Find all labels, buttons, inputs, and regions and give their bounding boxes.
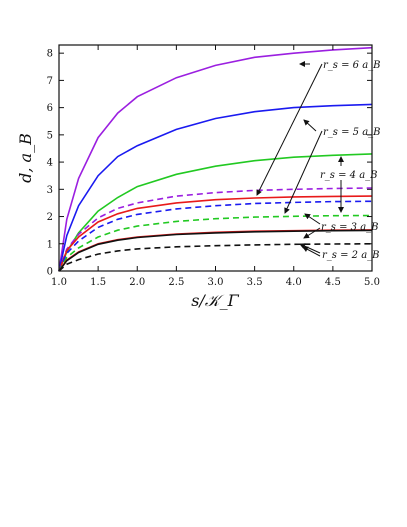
annotation-rs6-label: r_s = 6 a_B — [323, 60, 381, 71]
series-line-4 — [58, 187, 373, 272]
y-tick-label-0: 0 — [47, 267, 53, 278]
y-tick-label-3: 3 — [47, 185, 53, 196]
annotation-rs3-label: r_s = 3 a_B — [321, 222, 379, 233]
x-tick-label-4: 3.0 — [208, 277, 224, 288]
annotation-rs4-label: r_s = 4 a_B — [320, 170, 378, 181]
y-tick-label-6: 6 — [47, 103, 53, 114]
series-line-6 — [58, 200, 373, 272]
annotation-rs2-label: r_s = 2 a_B — [322, 250, 380, 261]
plot-frame — [58, 44, 373, 272]
y-axis-label: d, a_B — [16, 133, 35, 183]
x-tick-label-6: 4.0 — [286, 277, 302, 288]
x-tick-label-0: 1.0 — [51, 277, 67, 288]
series-line-7 — [58, 214, 373, 272]
annotation-rs2: r_s = 2 a_B — [299, 243, 380, 261]
x-tick-label-8: 5.0 — [364, 277, 380, 288]
y-tick-label-1: 1 — [47, 239, 53, 250]
series-line-9 — [58, 229, 373, 272]
annotation-rs4: r_s = 4 a_B — [320, 156, 378, 213]
x-axis-label: s/𝒦_Γ — [191, 291, 239, 310]
x-tick-label-5: 3.5 — [247, 277, 263, 288]
annotation-rs5: r_s = 5 a_B — [284, 119, 381, 214]
y-tick-label-8: 8 — [47, 49, 53, 60]
x-tick-label-1: 1.5 — [90, 277, 106, 288]
annotation-rs5-label: r_s = 5 a_B — [323, 127, 381, 138]
x-tick-label-3: 2.5 — [168, 277, 184, 288]
annotation-rs3: r_s = 3 a_B — [303, 213, 379, 239]
y-tick-label-2: 2 — [47, 212, 53, 223]
y-tick-label-4: 4 — [47, 158, 53, 169]
series-line-3 — [58, 153, 373, 272]
x-tick-label-2: 2.0 — [129, 277, 145, 288]
y-tick-label-5: 5 — [47, 130, 53, 141]
y-tick-label-7: 7 — [47, 76, 53, 87]
series-line-1 — [58, 46, 373, 272]
series-line-5 — [58, 195, 373, 272]
annotation-rs6: r_s = 6 a_B — [256, 60, 381, 196]
x-tick-label-7: 4.5 — [325, 277, 341, 288]
